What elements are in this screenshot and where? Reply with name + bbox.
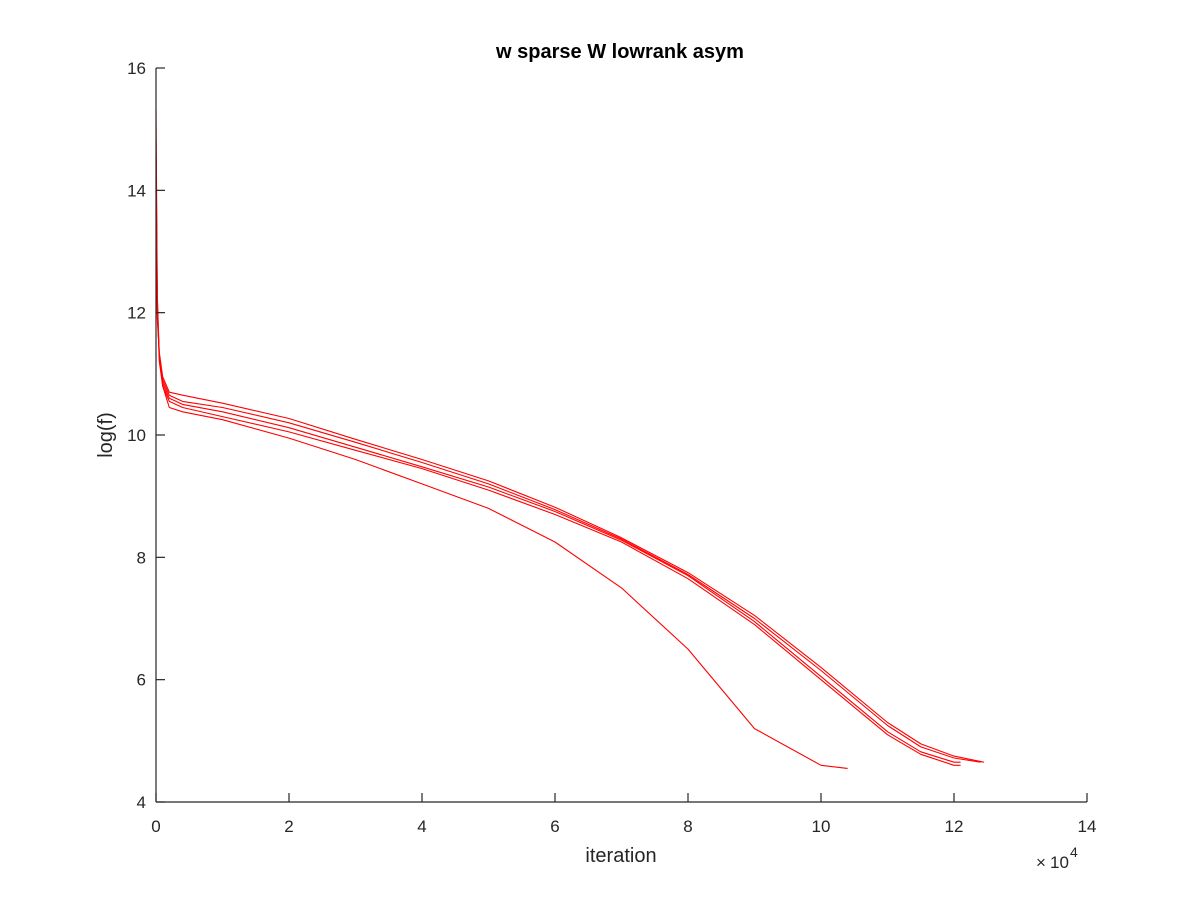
y-tick-label: 16 xyxy=(127,59,146,78)
x-tick-label: 10 xyxy=(812,817,831,836)
x-tick-label: 14 xyxy=(1078,817,1097,836)
x-ticks: 0 2 4 6 8 10 12 14 xyxy=(151,793,1096,836)
x-tick-label: 8 xyxy=(683,817,692,836)
x-tick-label: 4 xyxy=(417,817,426,836)
x-tick-label: 12 xyxy=(945,817,964,836)
x-exponent-label: × 10 4 xyxy=(1036,844,1078,872)
x-tick-label: 6 xyxy=(550,817,559,836)
y-tick-label: 4 xyxy=(137,793,146,812)
x-exponent-power: 4 xyxy=(1070,844,1078,860)
y-tick-label: 10 xyxy=(127,426,146,445)
x-tick-label: 2 xyxy=(284,817,293,836)
x-exponent-base: 10 xyxy=(1050,853,1069,872)
chart-title: w sparse W lowrank asym xyxy=(495,41,744,63)
svg-text:×: × xyxy=(1036,853,1046,872)
y-tick-label: 6 xyxy=(137,671,146,690)
series-line-5 xyxy=(155,190,985,763)
series-line-4 xyxy=(155,178,981,763)
y-tick-label: 14 xyxy=(127,181,146,200)
y-ticks: 4 6 8 10 12 14 16 xyxy=(127,59,165,812)
series-line-3 xyxy=(155,159,961,763)
series-line-2 xyxy=(155,141,961,766)
x-tick-label: 0 xyxy=(151,817,160,836)
x-axis-label: iteration xyxy=(585,845,656,867)
plot-lines xyxy=(155,110,985,769)
y-tick-label: 8 xyxy=(137,548,146,567)
y-axis-label: log(f) xyxy=(95,412,117,458)
y-tick-label: 12 xyxy=(127,304,146,323)
